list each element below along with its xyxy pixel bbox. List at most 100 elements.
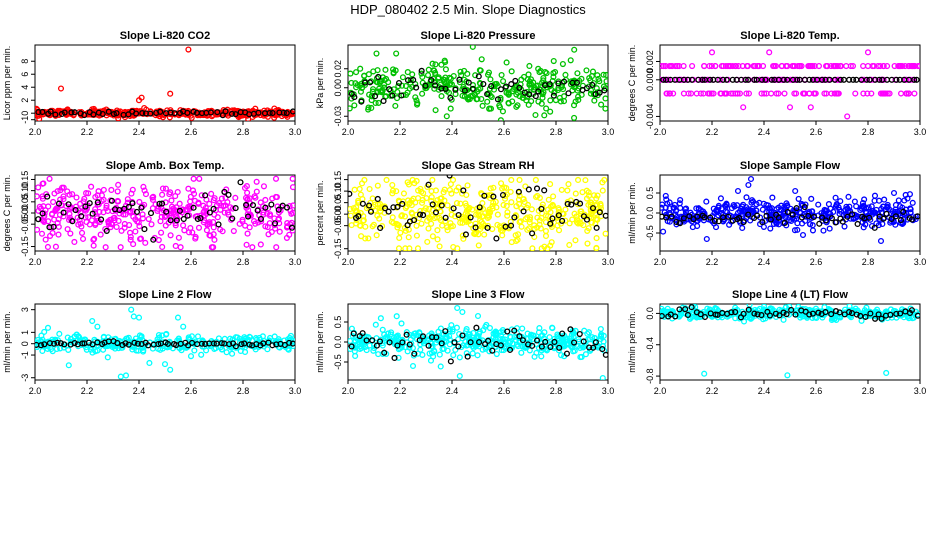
data-point — [429, 176, 436, 184]
reference-point — [429, 201, 436, 208]
data-point — [77, 220, 84, 227]
data-point-outlier — [443, 113, 450, 120]
data-point — [578, 353, 585, 360]
data-point — [498, 72, 505, 79]
reference-point — [488, 83, 495, 90]
reference-point — [538, 343, 545, 350]
data-point — [520, 73, 528, 80]
x-tick-label: 2.8 — [237, 386, 250, 396]
data-point — [463, 350, 470, 357]
data-point — [580, 222, 587, 229]
reference-point — [367, 208, 375, 215]
reference-point — [754, 311, 761, 318]
data-point — [868, 209, 875, 216]
data-point — [778, 63, 785, 70]
data-point — [115, 181, 122, 188]
reference-point — [232, 343, 239, 350]
data-point — [794, 226, 801, 233]
data-point — [122, 211, 129, 218]
x-tick-label: 2.4 — [758, 127, 771, 137]
data-point — [499, 108, 506, 115]
reference-point — [113, 110, 120, 117]
data-point — [478, 56, 485, 63]
reference-point — [502, 223, 509, 230]
reference-point — [725, 213, 732, 220]
data-point — [393, 220, 400, 227]
reference-point — [374, 195, 381, 203]
data-point — [409, 83, 416, 91]
reference-point — [763, 212, 770, 219]
data-point — [541, 112, 548, 119]
data-point — [429, 60, 436, 67]
reference-point — [366, 79, 374, 86]
reference-point — [39, 210, 46, 217]
x-tick-label: 2.4 — [446, 127, 459, 137]
data-point — [400, 190, 407, 197]
reference-point — [57, 340, 64, 347]
data-point — [485, 344, 493, 351]
data-point — [534, 336, 542, 343]
reference-point — [866, 214, 873, 221]
reference-point — [893, 310, 900, 317]
data-point — [289, 227, 295, 234]
data-point — [163, 331, 170, 338]
reference-point — [736, 214, 743, 222]
reference-point — [425, 181, 432, 188]
data-point — [499, 227, 506, 234]
reference-point — [911, 76, 918, 83]
data-point — [780, 316, 787, 323]
reference-point — [461, 87, 468, 94]
data-point-outlier — [180, 323, 187, 330]
data-point — [372, 99, 379, 107]
data-point — [459, 190, 466, 197]
data-point — [132, 228, 139, 235]
data-point — [715, 204, 722, 211]
data-point — [470, 329, 477, 337]
data-point — [505, 89, 512, 96]
data-point — [390, 334, 398, 341]
reference-point — [499, 191, 507, 199]
data-point — [441, 186, 448, 193]
reference-point — [44, 193, 51, 200]
reference-point — [464, 353, 471, 360]
reference-point — [78, 213, 85, 220]
data-point-outlier — [602, 105, 608, 112]
data-point — [107, 224, 114, 231]
data-point — [528, 98, 535, 105]
data-point — [57, 187, 64, 194]
reference-point — [596, 89, 603, 96]
data-point — [262, 223, 269, 230]
data-point — [418, 188, 425, 195]
data-point — [73, 194, 80, 201]
reference-point — [69, 218, 76, 225]
reference-point — [428, 77, 435, 84]
data-point — [426, 214, 433, 221]
reference-point — [125, 111, 132, 118]
y-axis-label: ml/min per min. — [315, 311, 325, 373]
data-point — [185, 229, 193, 236]
data-point — [52, 243, 59, 250]
data-point — [847, 63, 854, 70]
reference-point — [157, 108, 164, 115]
reference-point — [184, 109, 191, 116]
data-point — [417, 207, 424, 215]
data-point — [537, 225, 544, 232]
points-temp — [660, 49, 920, 120]
data-point — [217, 206, 224, 213]
reference-point — [506, 346, 514, 353]
data-point — [402, 245, 409, 251]
data-point — [39, 347, 46, 355]
data-point — [229, 205, 236, 212]
reference-point — [399, 200, 406, 207]
data-point — [125, 334, 132, 341]
data-point — [224, 199, 231, 206]
data-point — [289, 202, 295, 209]
data-point — [126, 229, 134, 236]
reference-point — [394, 342, 401, 349]
data-point — [35, 184, 42, 191]
data-point-outlier — [117, 373, 124, 380]
data-point — [379, 89, 386, 96]
reference-point — [844, 213, 851, 220]
data-point — [662, 192, 669, 199]
data-point — [392, 102, 399, 109]
